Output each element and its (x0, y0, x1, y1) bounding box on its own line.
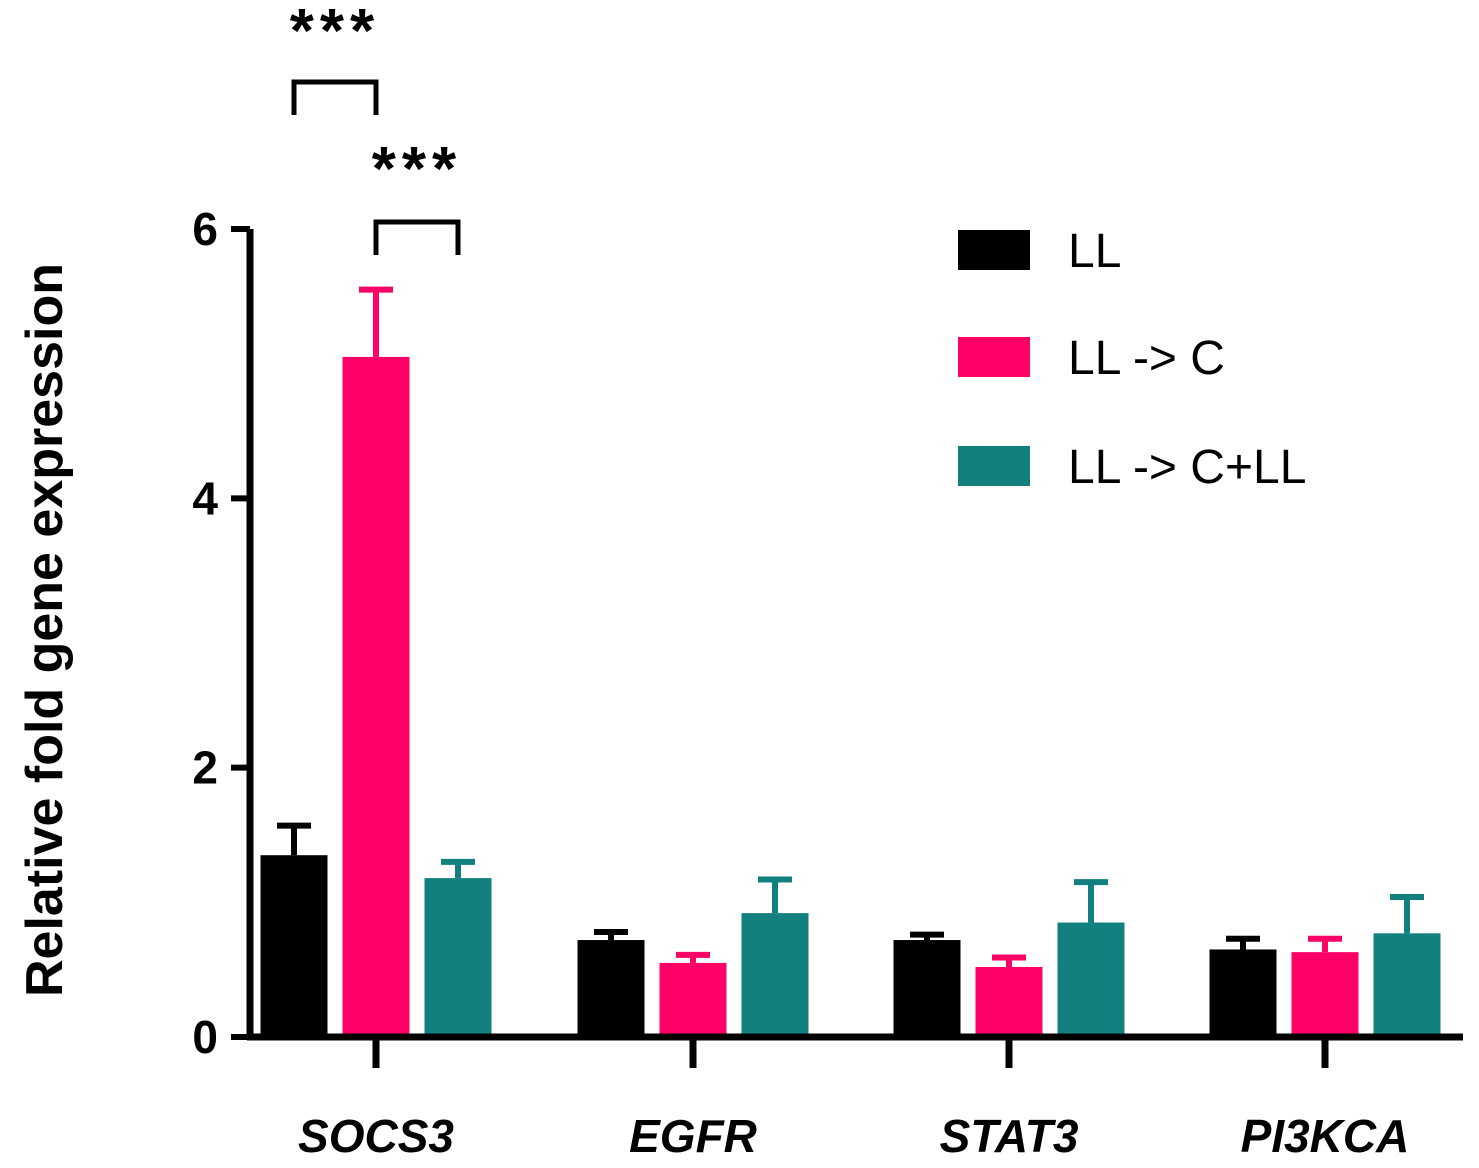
significance-bracket-0: *** (290, 0, 380, 115)
x-tick-label-pi3kca: PI3KCA (1241, 1110, 1410, 1162)
y-tick-label: 2 (192, 742, 218, 794)
bar-stat3-series-1 (975, 966, 1043, 1037)
error-bar-stat3-series-2 (1074, 879, 1108, 923)
error-bars-layer (277, 286, 1424, 967)
bar-pi3kca-series-1 (1291, 952, 1359, 1037)
legend-swatch (958, 230, 1030, 270)
legend-item-series-0: LL (958, 225, 1121, 278)
bar-pi3kca-series-2 (1373, 933, 1441, 1037)
error-bar-stat3-series-0 (910, 931, 944, 941)
x-tick-label-stat3: STAT3 (940, 1110, 1079, 1162)
legend-swatch (958, 446, 1030, 486)
bar-egfr-series-1 (659, 962, 727, 1037)
error-bar-egfr-series-2 (758, 876, 792, 914)
legend-label: LL (1068, 225, 1121, 278)
bar-egfr-series-0 (577, 940, 645, 1037)
error-bar-pi3kca-series-1 (1308, 935, 1342, 953)
x-tick-label-socs3: SOCS3 (298, 1110, 454, 1162)
bar-socs3-series-0 (260, 855, 328, 1037)
y-axis-label: Relative fold gene expression (16, 263, 74, 997)
significance-brackets: *** *** (290, 0, 462, 255)
significance-label: *** (372, 135, 462, 204)
legend-item-series-2: LL -> C+LL (958, 441, 1306, 494)
bar-socs3-series-1 (342, 356, 410, 1037)
error-bar-pi3kca-series-0 (1226, 935, 1260, 950)
legend-label: LL -> C (1068, 332, 1225, 385)
y-ticks: 0 2 4 6 (192, 203, 250, 1063)
bar-stat3-series-0 (893, 940, 961, 1037)
legend-swatch (958, 337, 1030, 377)
error-bar-egfr-series-1 (676, 951, 710, 963)
bar-egfr-series-2 (741, 913, 809, 1037)
significance-label: *** (290, 0, 380, 66)
error-bar-egfr-series-0 (594, 928, 628, 941)
error-bar-socs3-series-1 (359, 286, 393, 357)
bars-layer (260, 356, 1441, 1037)
y-tick-label: 4 (192, 472, 218, 524)
y-tick-label: 0 (192, 1011, 218, 1063)
error-bar-pi3kca-series-2 (1390, 893, 1424, 934)
y-tick-label: 6 (192, 203, 218, 255)
x-tick-label-egfr: EGFR (629, 1110, 757, 1162)
significance-bracket-1: *** (372, 135, 462, 255)
legend-item-series-1: LL -> C (958, 332, 1225, 385)
error-bar-socs3-series-0 (277, 822, 311, 856)
bar-pi3kca-series-0 (1209, 949, 1277, 1037)
legend: LL LL -> C LL -> C+LL (958, 225, 1306, 494)
x-ticks: SOCS3 EGFR STAT3 PI3KCA (298, 1037, 1409, 1162)
legend-label: LL -> C+LL (1068, 441, 1306, 494)
error-bar-stat3-series-1 (992, 954, 1026, 967)
bar-stat3-series-2 (1057, 922, 1125, 1037)
bar-socs3-series-2 (424, 878, 492, 1037)
axes (246, 229, 1463, 1041)
error-bar-socs3-series-2 (441, 858, 475, 879)
